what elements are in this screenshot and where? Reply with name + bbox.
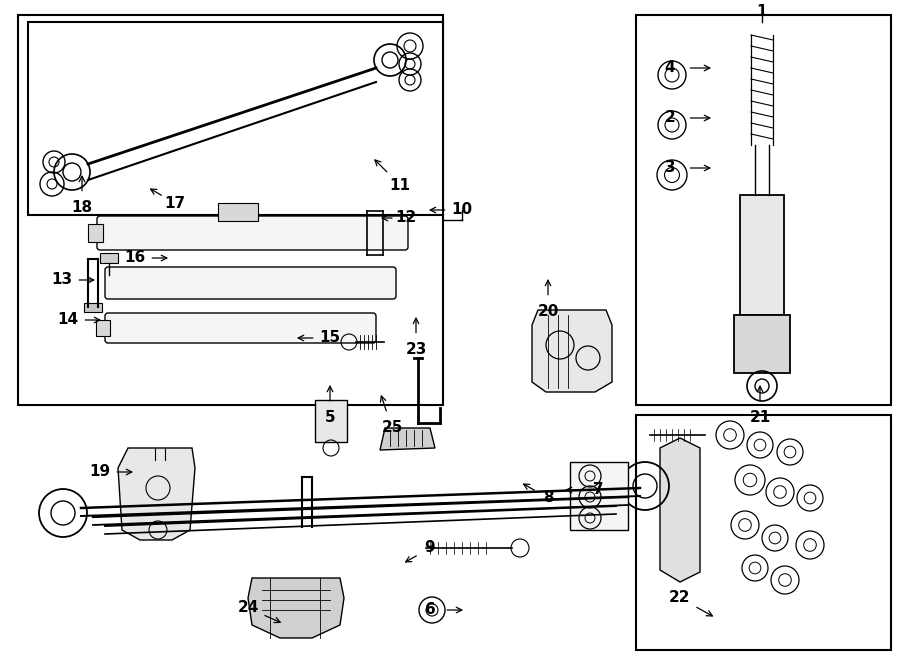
Text: 1: 1 — [757, 5, 767, 20]
Text: 25: 25 — [382, 420, 402, 436]
Text: 9: 9 — [425, 541, 436, 555]
FancyBboxPatch shape — [18, 15, 443, 405]
Text: 16: 16 — [124, 251, 146, 266]
FancyBboxPatch shape — [570, 462, 628, 530]
Text: 21: 21 — [750, 410, 770, 426]
Text: 22: 22 — [670, 590, 691, 605]
FancyBboxPatch shape — [636, 15, 891, 405]
Text: 2: 2 — [664, 110, 675, 126]
FancyBboxPatch shape — [734, 315, 790, 373]
Text: 18: 18 — [71, 200, 93, 215]
Text: 7: 7 — [593, 483, 603, 498]
Text: 17: 17 — [165, 196, 185, 210]
Text: 4: 4 — [665, 61, 675, 75]
FancyBboxPatch shape — [96, 320, 110, 336]
Polygon shape — [248, 578, 344, 638]
Text: 5: 5 — [325, 410, 336, 426]
Polygon shape — [532, 310, 612, 392]
Text: 8: 8 — [543, 490, 553, 506]
Text: 6: 6 — [425, 602, 436, 617]
FancyBboxPatch shape — [105, 267, 396, 299]
Polygon shape — [380, 428, 435, 450]
FancyBboxPatch shape — [84, 303, 102, 312]
Text: 11: 11 — [390, 178, 410, 192]
Text: 14: 14 — [58, 313, 78, 327]
FancyBboxPatch shape — [218, 203, 258, 221]
FancyBboxPatch shape — [100, 253, 118, 263]
FancyBboxPatch shape — [636, 415, 891, 650]
Polygon shape — [660, 438, 700, 582]
Text: 12: 12 — [395, 210, 417, 225]
FancyBboxPatch shape — [740, 195, 784, 315]
FancyBboxPatch shape — [88, 224, 103, 242]
FancyBboxPatch shape — [105, 313, 376, 343]
Text: 15: 15 — [320, 330, 340, 346]
Text: 13: 13 — [51, 272, 73, 288]
Text: 10: 10 — [452, 202, 472, 217]
Text: 23: 23 — [405, 342, 427, 358]
Text: 3: 3 — [665, 161, 675, 176]
Text: 19: 19 — [89, 465, 111, 479]
FancyBboxPatch shape — [28, 22, 443, 215]
FancyBboxPatch shape — [315, 400, 347, 442]
Polygon shape — [118, 448, 195, 540]
Text: 20: 20 — [537, 305, 559, 319]
Text: 24: 24 — [238, 600, 258, 615]
FancyBboxPatch shape — [97, 216, 408, 250]
